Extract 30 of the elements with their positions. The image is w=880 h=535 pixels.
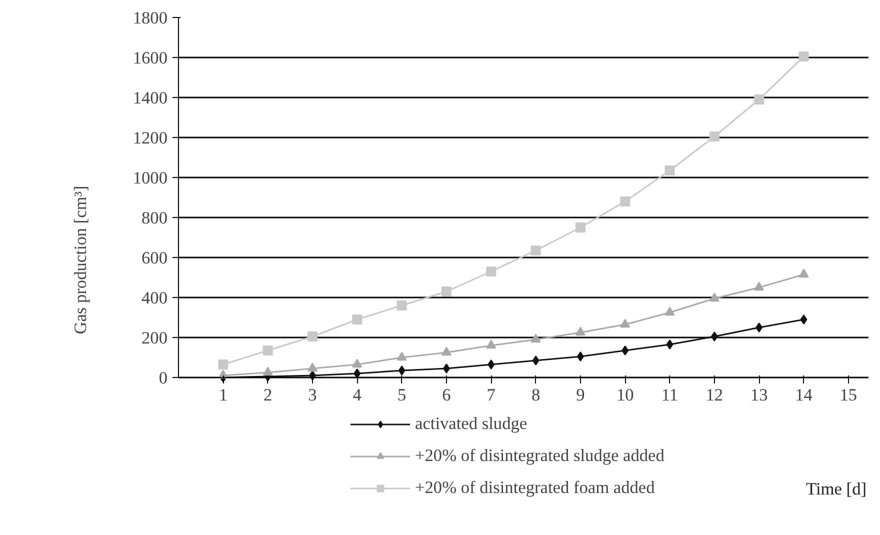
x-tick-label: 6 bbox=[442, 386, 452, 404]
x-tick-label: 15 bbox=[840, 386, 858, 404]
y-tick-label: 0 bbox=[158, 368, 168, 388]
y-tick-label: 600 bbox=[142, 248, 168, 268]
x-tick-label: 2 bbox=[263, 386, 272, 404]
x-tick-label: 3 bbox=[308, 386, 317, 404]
x-tick-label: 8 bbox=[531, 386, 540, 404]
x-tick-label: 1 bbox=[218, 386, 228, 404]
y-tick-label: 1200 bbox=[132, 128, 168, 148]
legend-label: +20% of disintegrated sludge added bbox=[415, 446, 664, 466]
x-tick-label: 12 bbox=[706, 386, 724, 404]
y-tick-label: 1000 bbox=[132, 168, 168, 188]
y-tick-label: 1400 bbox=[132, 88, 168, 108]
y-tick-label: 1600 bbox=[132, 48, 168, 68]
legend-label: activated sludge bbox=[415, 414, 528, 434]
x-tick-label: 5 bbox=[397, 386, 406, 404]
y-axis-title: Gas production [cm³] bbox=[70, 186, 90, 334]
x-tick-label: 7 bbox=[486, 386, 496, 404]
x-tick-label: 4 bbox=[352, 386, 362, 404]
x-axis-title: Time [d] bbox=[806, 480, 867, 498]
x-tick-label: 9 bbox=[576, 386, 585, 404]
x-tick-label: 14 bbox=[795, 386, 813, 404]
y-tick-label: 800 bbox=[142, 208, 168, 228]
x-tick-label: 13 bbox=[750, 386, 768, 404]
x-tick-label: 11 bbox=[661, 386, 678, 404]
y-tick-label: 200 bbox=[142, 328, 168, 348]
legend-label: +20% of disintegrated foam added bbox=[415, 478, 655, 498]
y-tick-label: 1800 bbox=[132, 8, 168, 28]
y-tick-label: 400 bbox=[142, 288, 168, 308]
x-tick-label: 10 bbox=[616, 386, 634, 404]
